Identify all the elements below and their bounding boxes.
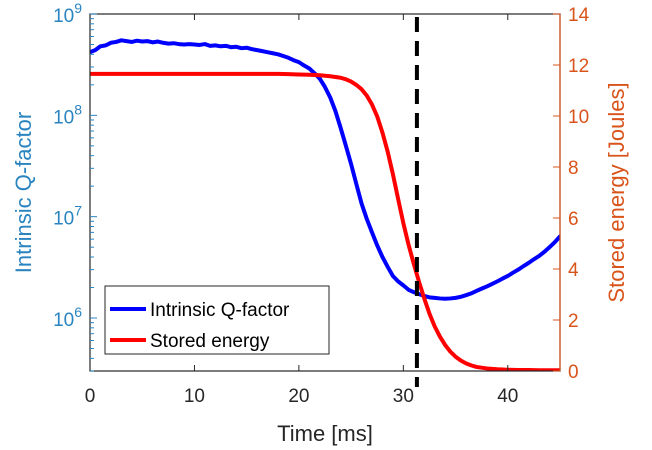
- left-tick-label: 107: [53, 203, 82, 230]
- legend: Intrinsic Q-factor Stored energy: [104, 285, 330, 355]
- right-tick-label: 14: [568, 5, 590, 26]
- left-tick-label: 108: [53, 101, 82, 128]
- right-tick-label: 4: [568, 260, 579, 281]
- right-tick-label: 6: [568, 209, 579, 230]
- left-tick-exponent: 9: [74, 0, 82, 16]
- left-axis-title: Intrinsic Q-factor: [11, 112, 36, 273]
- right-axis-ticks: 0 2 4 6 8 10 12 14: [553, 5, 590, 383]
- legend-label-intrinsic-q-factor: Intrinsic Q-factor: [150, 300, 290, 321]
- left-tick-base: 10: [53, 310, 74, 331]
- series-line-0: [90, 38, 560, 301]
- left-tick-base: 10: [53, 6, 74, 27]
- legend-label-stored-energy: Stored energy: [150, 331, 270, 352]
- x-tick-label: 40: [497, 386, 518, 407]
- plot-area: [90, 17, 560, 387]
- left-tick-base: 10: [53, 209, 74, 230]
- x-tick-label: 0: [85, 386, 96, 407]
- x-tick-label: 10: [184, 386, 205, 407]
- right-tick-label: 10: [568, 107, 589, 128]
- x-tick-label: 30: [393, 386, 414, 407]
- x-axis-title: Time [ms]: [277, 421, 373, 446]
- left-tick-exponent: 7: [74, 203, 82, 219]
- left-tick-label: 106: [53, 304, 82, 331]
- series-line-1: [90, 71, 560, 371]
- right-axis-title: Stored energy [Joules]: [604, 82, 629, 302]
- left-tick-label: 109: [53, 0, 82, 27]
- left-tick-exponent: 6: [74, 304, 82, 320]
- legend-box: [104, 285, 330, 355]
- left-tick-base: 10: [53, 107, 74, 128]
- x-axis-ticks: 0 10 20 30 40: [85, 14, 518, 407]
- left-tick-exponent: 8: [74, 101, 82, 117]
- right-tick-label: 2: [568, 311, 579, 332]
- right-tick-label: 12: [568, 56, 589, 77]
- right-tick-label: 0: [568, 362, 579, 383]
- plot-series-layer: [90, 38, 560, 371]
- right-tick-label: 8: [568, 158, 579, 179]
- x-tick-label: 20: [288, 386, 309, 407]
